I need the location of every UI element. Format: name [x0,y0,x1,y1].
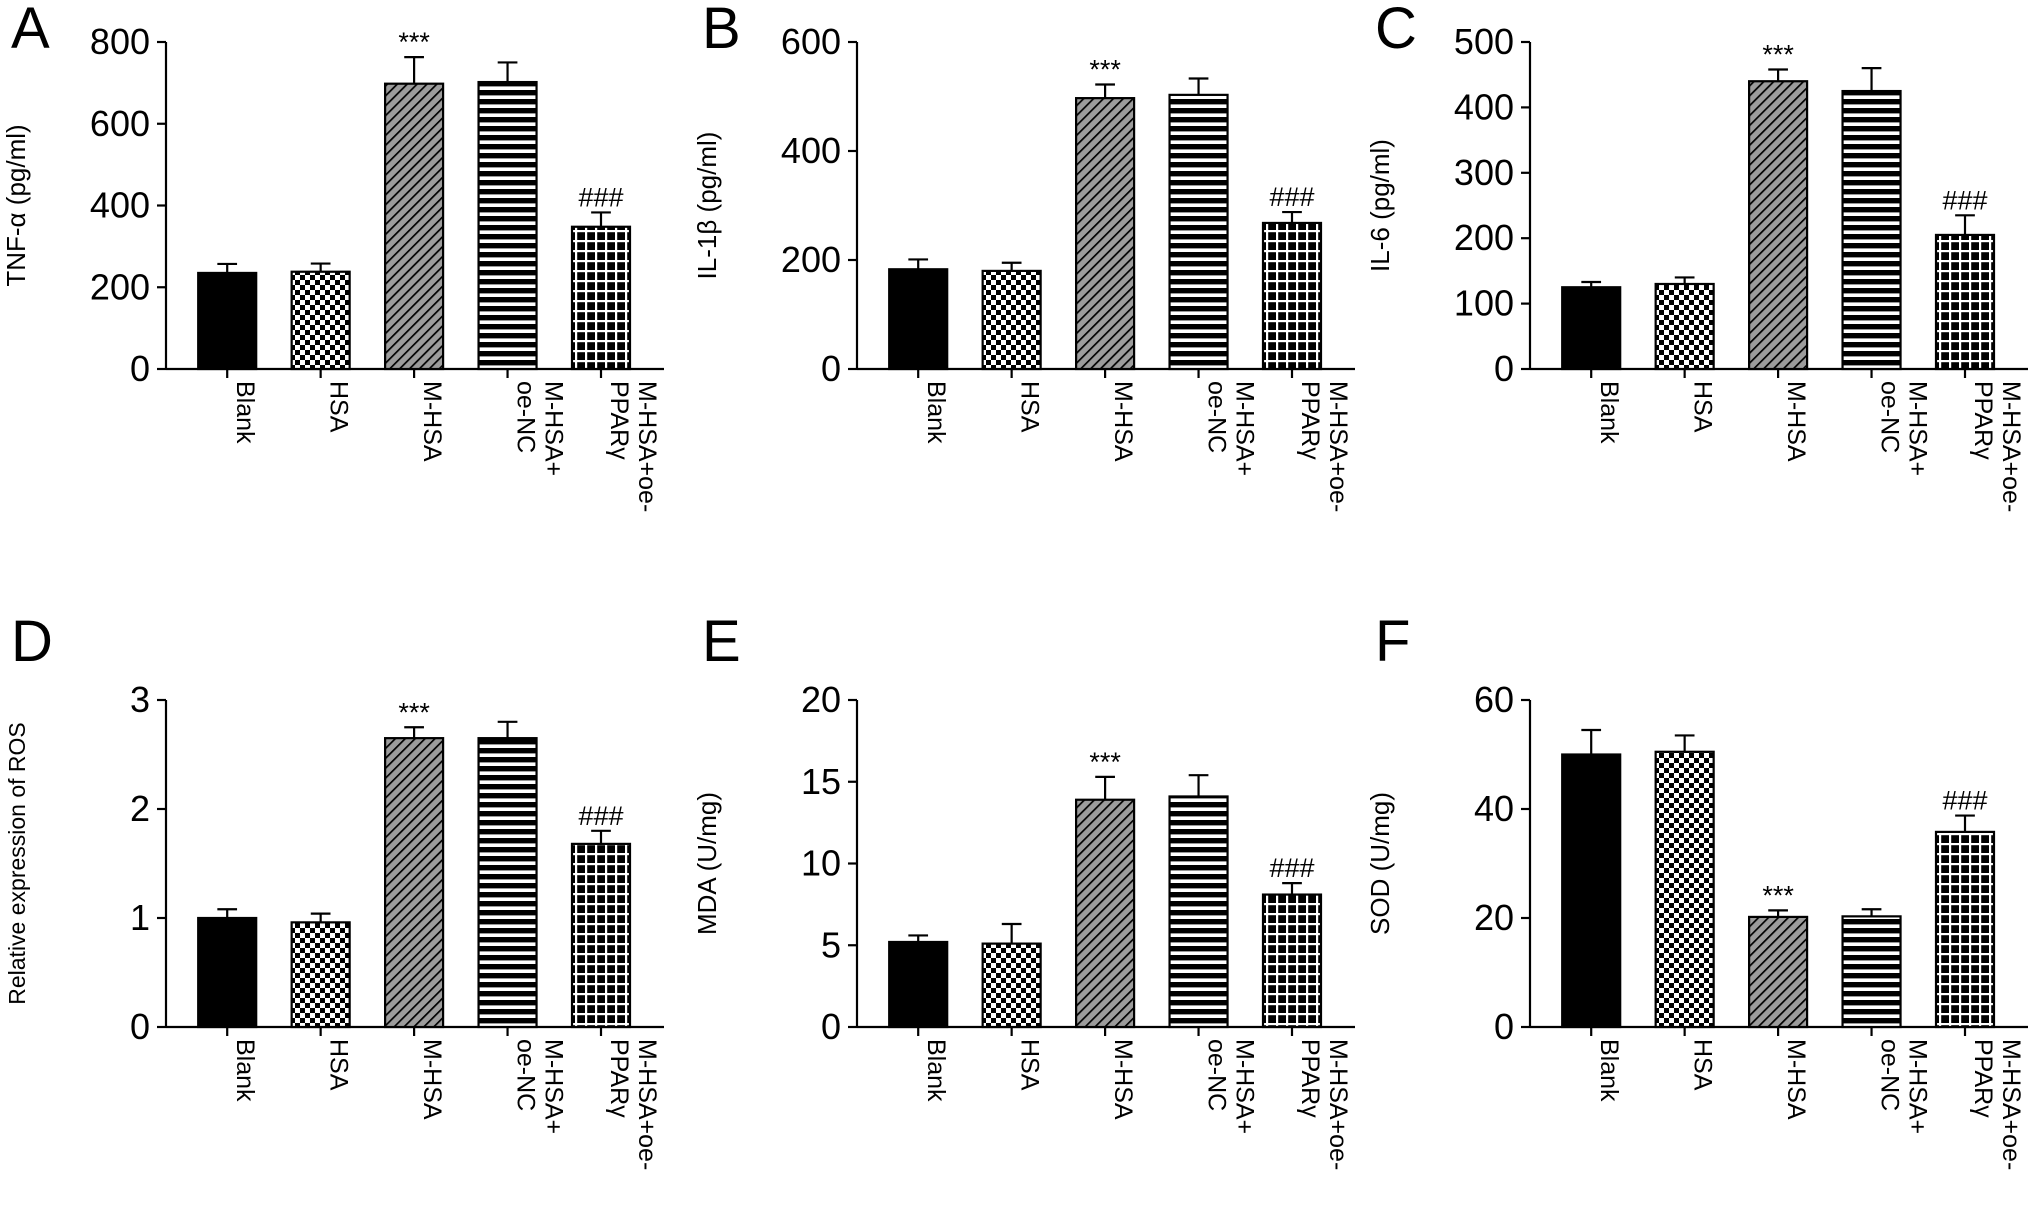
svg-text:60: 60 [1474,679,1514,720]
svg-text:20: 20 [1474,897,1514,938]
svg-text:20: 20 [801,679,841,720]
svg-text:***: *** [1762,39,1794,69]
svg-text:IL-1β (pg/ml): IL-1β (pg/ml) [696,132,722,280]
svg-text:IL-6 (pg/ml): IL-6 (pg/ml) [1369,139,1395,272]
svg-text:D: D [11,613,53,674]
svg-text:HSA: HSA [325,1039,353,1091]
svg-text:oe-NC: oe-NC [1876,381,1904,453]
svg-text:500: 500 [1454,21,1514,62]
svg-text:M-HSA+oe-: M-HSA+oe- [1324,381,1352,512]
svg-text:3: 3 [130,679,150,720]
svg-text:200: 200 [781,239,841,280]
svg-text:Blank: Blank [231,1039,259,1102]
svg-text:0: 0 [1494,1006,1514,1047]
svg-text:###: ### [1942,786,1987,816]
svg-text:M-HSA+oe-: M-HSA+oe- [1324,1039,1352,1170]
svg-text:HSA: HSA [1689,1039,1717,1091]
svg-text:M-HSA: M-HSA [1109,1039,1137,1120]
svg-text:PPARγ: PPARγ [605,1039,633,1118]
svg-text:PPARγ: PPARγ [1969,381,1997,460]
svg-text:B: B [702,0,741,61]
svg-text:1: 1 [130,897,150,938]
svg-text:oe-NC: oe-NC [1876,1039,1904,1111]
svg-text:15: 15 [801,761,841,802]
svg-text:M-HSA: M-HSA [1782,1039,1810,1120]
svg-text:M-HSA: M-HSA [418,381,446,462]
svg-text:0: 0 [1494,348,1514,389]
svg-text:***: *** [1089,747,1121,777]
svg-text:400: 400 [1454,86,1514,127]
svg-text:300: 300 [1454,152,1514,193]
svg-text:0: 0 [821,1006,841,1047]
svg-text:HSA: HSA [1689,381,1717,433]
svg-text:5: 5 [821,924,841,965]
svg-text:800: 800 [90,21,150,62]
svg-text:0: 0 [130,1006,150,1047]
svg-text:10: 10 [801,843,841,884]
svg-text:PPARγ: PPARγ [605,381,633,460]
svg-text:TNF-α (pg/ml): TNF-α (pg/ml) [5,124,31,286]
svg-text:###: ### [1942,185,1987,215]
svg-text:Blank: Blank [1595,1039,1623,1102]
svg-text:M-HSA+: M-HSA+ [540,1039,568,1134]
svg-text:M-HSA+: M-HSA+ [1904,381,1932,476]
svg-text:***: *** [1762,880,1794,910]
svg-text:A: A [11,0,50,61]
svg-text:2: 2 [130,788,150,829]
svg-text:600: 600 [90,103,150,144]
svg-text:Blank: Blank [922,381,950,444]
svg-text:###: ### [1269,182,1314,212]
svg-text:***: *** [1089,55,1121,85]
svg-text:M-HSA+oe-: M-HSA+oe- [1997,1039,2025,1170]
svg-text:Relative expression of ROS: Relative expression of ROS [5,722,30,1005]
svg-text:400: 400 [90,185,150,226]
svg-text:Blank: Blank [231,381,259,444]
svg-text:200: 200 [1454,217,1514,258]
svg-text:0: 0 [821,348,841,389]
svg-text:HSA: HSA [1016,381,1044,433]
svg-text:M-HSA+: M-HSA+ [540,381,568,476]
svg-text:M-HSA+: M-HSA+ [1904,1039,1932,1134]
svg-text:40: 40 [1474,788,1514,829]
svg-text:MDA (U/mg): MDA (U/mg) [696,792,722,935]
svg-text:oe-NC: oe-NC [1203,381,1231,453]
svg-text:M-HSA+: M-HSA+ [1231,1039,1259,1134]
svg-text:***: *** [398,27,430,57]
svg-text:***: *** [398,697,430,727]
svg-text:100: 100 [1454,283,1514,324]
svg-text:SOD (U/mg): SOD (U/mg) [1369,792,1395,935]
svg-text:C: C [1375,0,1417,61]
svg-text:200: 200 [90,266,150,307]
svg-text:HSA: HSA [1016,1039,1044,1091]
svg-text:PPARγ: PPARγ [1969,1039,1997,1118]
svg-text:oe-NC: oe-NC [512,381,540,453]
svg-text:PPARγ: PPARγ [1296,381,1324,460]
svg-text:HSA: HSA [325,381,353,433]
svg-text:M-HSA+oe-: M-HSA+oe- [1997,381,2025,512]
svg-text:F: F [1375,613,1410,674]
svg-text:oe-NC: oe-NC [512,1039,540,1111]
svg-text:M-HSA: M-HSA [1109,381,1137,462]
svg-text:600: 600 [781,21,841,62]
svg-text:PPARγ: PPARγ [1296,1039,1324,1118]
svg-text:Blank: Blank [922,1039,950,1102]
svg-text:M-HSA: M-HSA [418,1039,446,1120]
svg-text:M-HSA+: M-HSA+ [1231,381,1259,476]
svg-text:Blank: Blank [1595,381,1623,444]
svg-text:###: ### [1269,853,1314,883]
svg-text:oe-NC: oe-NC [1203,1039,1231,1111]
svg-text:400: 400 [781,130,841,171]
svg-text:###: ### [578,182,623,212]
svg-text:E: E [702,613,741,674]
svg-text:M-HSA+oe-: M-HSA+oe- [633,381,661,512]
svg-text:###: ### [578,801,623,831]
svg-text:M-HSA: M-HSA [1782,381,1810,462]
svg-text:M-HSA+oe-: M-HSA+oe- [633,1039,661,1170]
svg-text:0: 0 [130,348,150,389]
